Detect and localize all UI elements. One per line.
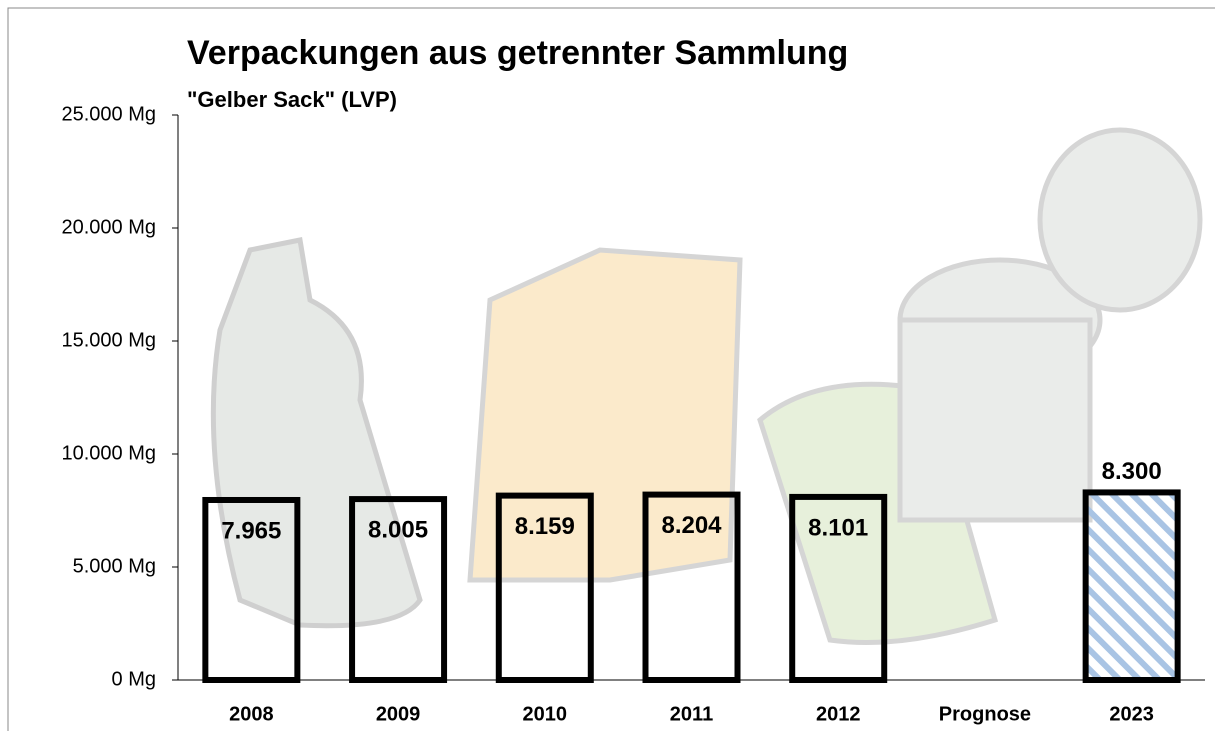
- y-tick-label: 5.000 Mg: [73, 555, 156, 577]
- y-tick-label: 15.000 Mg: [61, 329, 156, 351]
- x-tick-label: Prognose: [939, 703, 1031, 725]
- bar: [202, 496, 301, 683]
- bar: [1082, 489, 1181, 684]
- chart-subtitle: "Gelber Sack" (LVP): [187, 87, 397, 112]
- chart-title: Verpackungen aus getrennter Sammlung: [187, 34, 848, 72]
- bar: [349, 496, 448, 683]
- x-tick-label: 2023: [1109, 703, 1154, 725]
- value-label: 8.005: [368, 516, 428, 543]
- value-label: 8.204: [661, 512, 722, 539]
- value-label: 8.159: [515, 513, 575, 540]
- y-tick-label: 25.000 Mg: [61, 103, 156, 125]
- y-tick-label: 20.000 Mg: [61, 216, 156, 238]
- bar: [495, 492, 594, 683]
- x-tick-label: 2011: [670, 703, 713, 725]
- x-tick-label: 2008: [229, 703, 274, 725]
- frame: [7, 7, 1215, 731]
- background-illustration: [210, 127, 1203, 645]
- bar: [789, 493, 888, 683]
- value-label: 8.101: [808, 514, 868, 541]
- y-tick-label: 0 Mg: [112, 668, 156, 690]
- bar: [642, 491, 741, 683]
- value-label: 8.300: [1102, 458, 1162, 485]
- x-tick-label: 2009: [376, 703, 421, 725]
- y-tick-label: 10.000 Mg: [61, 442, 156, 464]
- x-tick-label: 2010: [523, 703, 568, 725]
- x-tick-label: 2012: [816, 703, 861, 725]
- value-label: 7.965: [221, 517, 281, 544]
